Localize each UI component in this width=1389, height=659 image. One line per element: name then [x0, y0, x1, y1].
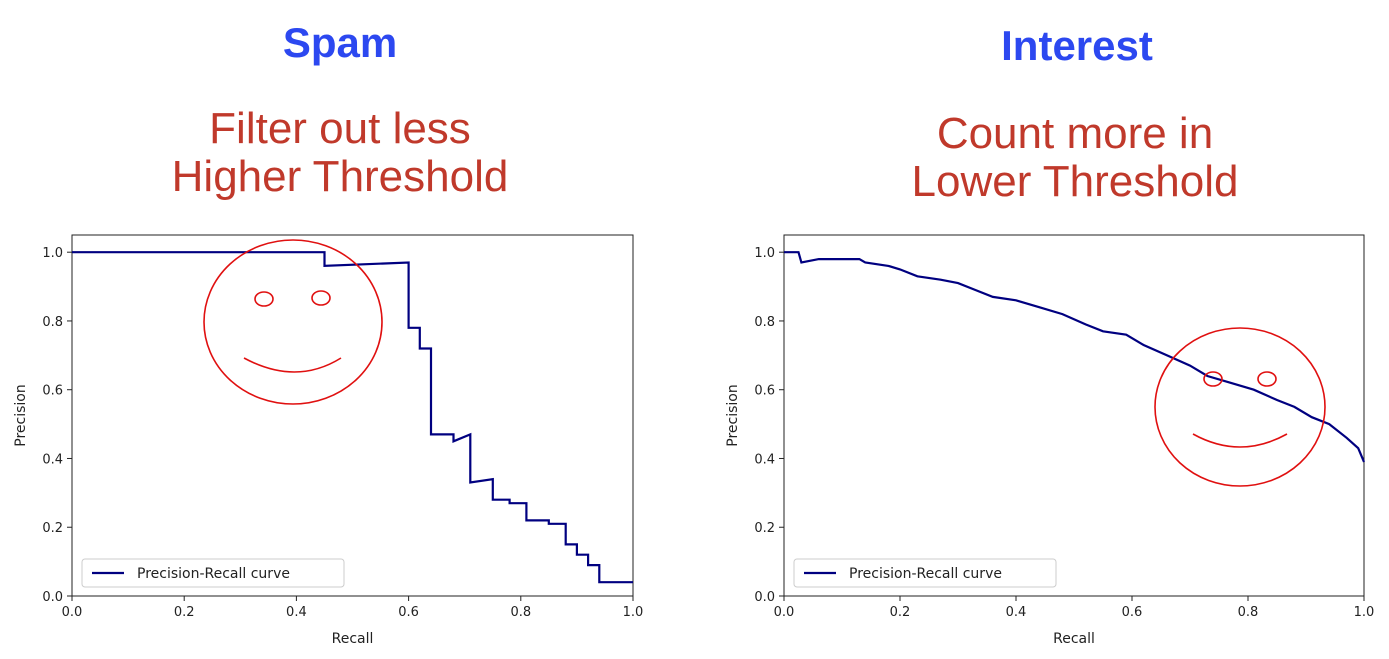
- smiley-left-eye: [254, 291, 274, 307]
- x-tick-label: 0.6: [1122, 605, 1143, 620]
- x-tick-label: 0.8: [510, 605, 531, 620]
- smiley-face-annotation-2: [1154, 327, 1326, 487]
- plot-frame: [71, 234, 634, 597]
- pr-curve-line: [784, 251, 1366, 463]
- y-tick-label: 0.4: [754, 452, 775, 467]
- y-tick-label: 0.2: [42, 521, 63, 536]
- x-tick-label: 0.4: [1006, 605, 1027, 620]
- legend-box: [793, 558, 1057, 588]
- x-tick-label: 0.6: [398, 605, 419, 620]
- panel-2-title: Interest: [1001, 22, 1153, 69]
- y-axis-label: Precision: [13, 384, 29, 446]
- y-tick-label: 0.4: [42, 452, 63, 467]
- x-tick-label: 1.0: [1354, 605, 1375, 620]
- panel-1-subtitle-line-1: Filter out less: [209, 104, 471, 153]
- interest-pr-chart: 0.0 0.2 0.4 0.6 0.8 1.0 0.0 0.2 0.4 0.6 0.8 1.0 Reca…: [725, 234, 1375, 647]
- panel-2-subtitle-line-2: Lower Threshold: [911, 157, 1239, 207]
- x-tick-label: 0.0: [62, 605, 83, 620]
- y-tick-label: 0.0: [754, 590, 775, 605]
- y-tick-label: 0.2: [754, 521, 775, 536]
- smiley-right-eye: [1257, 371, 1277, 387]
- y-tick-label: 0.0: [42, 590, 63, 605]
- panel-1-subtitle: Filter out less Higher Threshold: [90, 104, 590, 202]
- y-tick-label: 0.8: [754, 315, 775, 330]
- panel-1-title: Spam: [282, 19, 398, 66]
- pr-curve-line: [72, 251, 633, 584]
- smiley-mouth: [243, 357, 342, 373]
- y-tick-label: 0.6: [754, 384, 775, 399]
- x-tick-label: 0.2: [890, 605, 911, 620]
- x-tick-label: 0.4: [286, 605, 307, 620]
- plot-frame: [783, 234, 1365, 597]
- smiley-right-eye: [311, 290, 331, 306]
- y-tick-label: 1.0: [754, 246, 775, 261]
- legend-label: Precision-Recall curve: [137, 566, 290, 582]
- smiley-left-eye: [1203, 371, 1223, 387]
- smiley-face-outline: [1154, 327, 1326, 487]
- x-axis-label: Recall: [332, 631, 374, 647]
- y-tick-label: 0.8: [42, 315, 63, 330]
- smiley-mouth: [1192, 433, 1288, 448]
- legend-label: Precision-Recall curve: [849, 566, 1002, 582]
- x-axis-label: Recall: [1053, 631, 1095, 647]
- panel-2-subtitle-line-1: Count more in: [936, 109, 1214, 158]
- smiley-face-outline: [203, 239, 383, 405]
- y-axis-label: Precision: [725, 384, 741, 446]
- y-tick-label: 0.6: [42, 384, 63, 399]
- x-tick-label: 0.2: [174, 605, 195, 620]
- spam-pr-chart: 0.0 0.2 0.4 0.6 0.8 1.0 0.0 0.2 0.4 0.6 0.8 1.0 Reca…: [13, 234, 644, 647]
- x-tick-label: 0.8: [1238, 605, 1259, 620]
- legend-box: [81, 558, 345, 588]
- y-tick-label: 1.0: [42, 246, 63, 261]
- panel-2-subtitle: Count more in Lower Threshold: [825, 109, 1325, 207]
- smiley-face-annotation-1: [203, 239, 383, 405]
- x-tick-label: 0.0: [774, 605, 795, 620]
- x-tick-label: 1.0: [623, 605, 644, 620]
- panel-1-subtitle-line-2: Higher Threshold: [171, 152, 509, 202]
